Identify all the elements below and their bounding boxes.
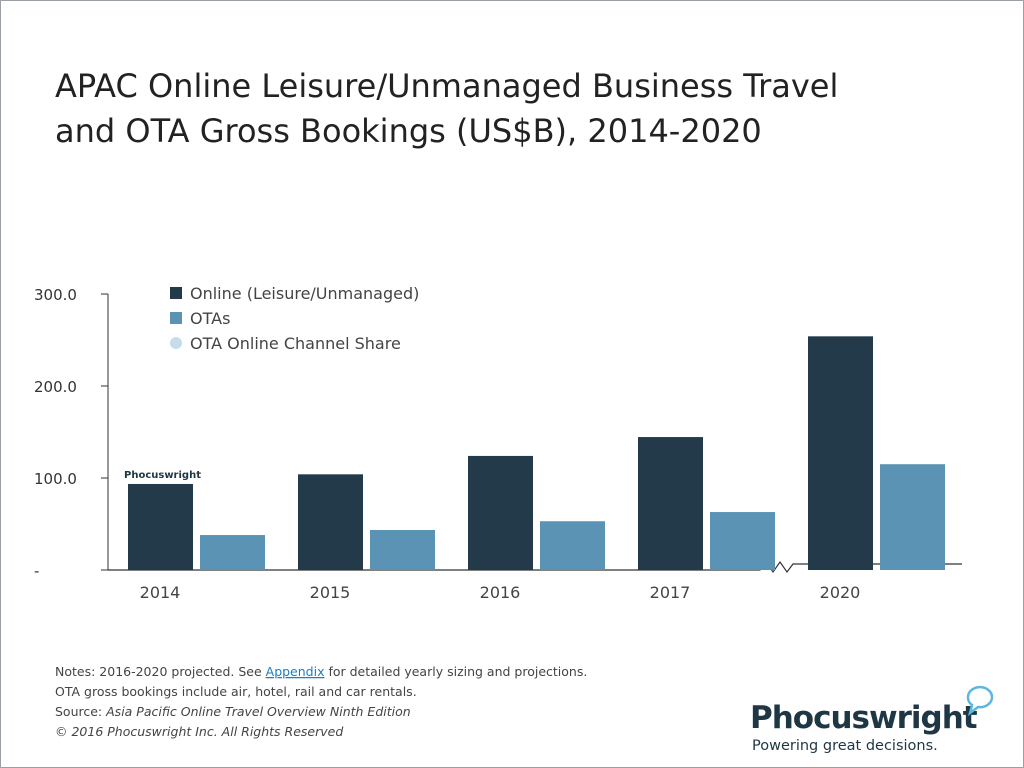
bar: [128, 483, 193, 570]
x-tick-label: 2020: [820, 583, 861, 602]
footnote: Source: Asia Pacific Online Travel Overv…: [55, 704, 411, 719]
source-title: Asia Pacific Online Travel Overview Nint…: [105, 704, 411, 719]
x-tick-label: 2014: [140, 583, 181, 602]
bar: [468, 455, 533, 570]
y-tick-label: 100.0: [34, 470, 77, 488]
footnote-text: Notes: 2016-2020 projected. See: [55, 664, 266, 679]
footnote: OTA gross bookings include air, hotel, r…: [55, 684, 417, 699]
copyright: © 2016 Phocuswright Inc. All Rights Rese…: [55, 724, 343, 739]
legend-label: Online (Leisure/Unmanaged): [190, 284, 419, 303]
bar: [540, 521, 605, 570]
source-label: Source:: [55, 704, 106, 719]
bar: [298, 474, 363, 570]
chart-title: APAC Online Leisure/Unmanaged Business T…: [55, 67, 838, 105]
y-tick-label: 300.0: [34, 286, 77, 304]
footnote-text: for detailed yearly sizing and projectio…: [324, 664, 587, 679]
logo-tagline: Powering great decisions.: [752, 738, 938, 754]
y-tick-label: 200.0: [34, 378, 77, 396]
legend-swatch: [170, 337, 182, 349]
legend-swatch: [170, 312, 182, 324]
logo-name: Phocuswright: [750, 700, 978, 736]
chart-title: and OTA Gross Bookings (US$B), 2014-2020: [55, 112, 762, 150]
legend-label: OTA Online Channel Share: [190, 334, 401, 353]
legend-swatch: [170, 287, 182, 299]
x-tick-label: 2016: [480, 583, 521, 602]
legend-label: OTAs: [190, 309, 230, 328]
bar: [880, 464, 945, 570]
bar: [370, 529, 435, 570]
y-tick-label: -: [34, 562, 39, 580]
logo-icon: [966, 685, 994, 717]
bar: [200, 535, 265, 570]
bar: [808, 336, 873, 570]
watermark: Phocuswright: [124, 470, 201, 481]
footnote: Notes: 2016-2020 projected. See Appendix…: [55, 664, 587, 679]
bar: [710, 512, 775, 570]
bar: [638, 437, 703, 570]
appendix-link[interactable]: Appendix: [266, 664, 325, 679]
x-tick-label: 2017: [650, 583, 691, 602]
x-tick-label: 2015: [310, 583, 351, 602]
